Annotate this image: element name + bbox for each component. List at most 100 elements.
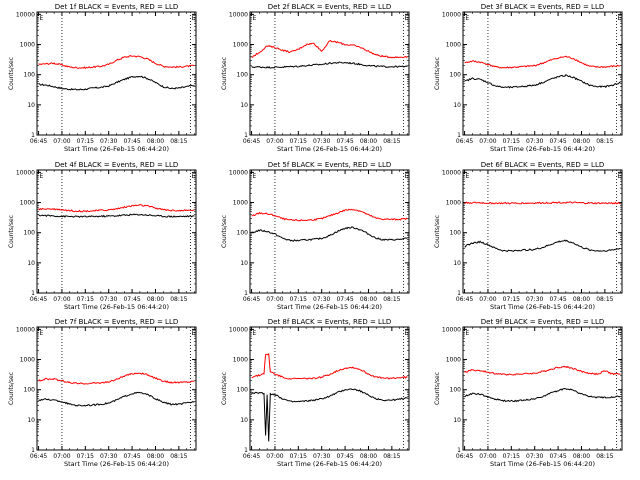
series-line-events (464, 74, 621, 89)
event-marker: E (40, 173, 44, 180)
panel-title: Det 9f BLACK = Events, RED = LLD (481, 318, 604, 326)
x-axis-label: Start Time (26-Feb-15 06:44:20) (277, 460, 382, 468)
series-line-lld (38, 204, 195, 213)
x-tick-label: 08:00 (360, 138, 377, 145)
y-tick-label: 10000 (442, 326, 461, 333)
plot-frame (36, 11, 197, 136)
x-tick-label: 07:15 (503, 138, 520, 145)
y-tick-label: 1 (244, 290, 248, 297)
y-tick-label: 1 (457, 290, 461, 297)
y-axis-label: Counts/sec (434, 57, 441, 90)
series-line-events (38, 391, 195, 407)
x-tick-label: 07:15 (77, 453, 94, 460)
panel-4: Det 4f BLACK = Events, RED = LLD 1 10 100 10… (8, 161, 197, 311)
y-tick-label: 1 (31, 290, 35, 297)
y-axis-label: Counts/sec (434, 372, 441, 405)
event-marker: E (405, 15, 409, 22)
x-tick-label: 07:15 (77, 296, 94, 303)
x-tick-label: 07:45 (549, 138, 566, 145)
panel-title: Det 4f BLACK = Events, RED = LLD (55, 161, 178, 169)
x-tick-label: 07:30 (313, 138, 330, 145)
event-marker: E (40, 15, 44, 22)
y-tick-label: 100 (450, 230, 462, 237)
x-tick-label: 06:45 (30, 296, 47, 303)
x-tick-label: 08:00 (360, 296, 377, 303)
panel-title: Det 7f BLACK = Events, RED = LLD (55, 318, 178, 326)
x-tick-label: 07:00 (53, 296, 70, 303)
x-tick-label: 06:45 (456, 296, 473, 303)
x-tick-label: 08:15 (170, 453, 187, 460)
y-axis-label: Counts/sec (8, 215, 15, 248)
event-marker: E (618, 15, 622, 22)
y-tick-label: 1000 (20, 357, 35, 364)
x-tick-label: 06:45 (30, 138, 47, 145)
series-line-events (38, 75, 195, 91)
series-line-events (38, 213, 195, 218)
plot-frame (249, 326, 410, 451)
x-axis-label: Start Time (26-Feb-15 06:44:20) (277, 145, 382, 153)
series-line-events (251, 226, 408, 242)
panel-5: Det 5f BLACK = Events, RED = LLD 1 10 100 10… (221, 161, 410, 311)
y-tick-label: 1000 (446, 42, 461, 49)
x-tick-label: 07:00 (479, 138, 496, 145)
series-line-lld (464, 365, 621, 376)
series-line-lld (464, 201, 621, 205)
y-tick-label: 100 (450, 72, 462, 79)
x-axis-label: Start Time (26-Feb-15 06:44:20) (490, 460, 595, 468)
event-marker: E (618, 330, 622, 337)
x-tick-label: 07:45 (123, 453, 140, 460)
panel-8: Det 8f BLACK = Events, RED = LLD 1 10 100 10… (221, 318, 410, 468)
x-axis-label: Start Time (26-Feb-15 06:44:20) (277, 303, 382, 311)
y-tick-label: 1000 (446, 357, 461, 364)
series-line-lld (38, 372, 195, 385)
event-marker: E (192, 173, 196, 180)
series-line-lld (251, 353, 408, 380)
series-line-lld (251, 208, 408, 222)
x-tick-label: 07:45 (123, 138, 140, 145)
y-axis-label: Counts/sec (434, 215, 441, 248)
x-tick-label: 08:15 (596, 453, 613, 460)
x-tick-label: 07:15 (290, 453, 307, 460)
plot-frame (462, 326, 623, 451)
x-tick-label: 07:15 (77, 138, 94, 145)
panel-6: Det 6f BLACK = Events, RED = LLD 1 10 100 10… (434, 161, 623, 311)
y-tick-label: 10000 (229, 169, 248, 176)
x-tick-label: 07:00 (479, 296, 496, 303)
event-marker: E (405, 173, 409, 180)
x-tick-label: 07:15 (503, 296, 520, 303)
x-tick-label: 07:30 (100, 453, 117, 460)
y-tick-label: 1 (244, 132, 248, 139)
event-marker: E (466, 330, 470, 337)
x-axis-label: Start Time (26-Feb-15 06:44:20) (64, 145, 169, 153)
x-tick-label: 08:00 (147, 453, 164, 460)
x-tick-label: 08:15 (383, 453, 400, 460)
x-tick-label: 08:00 (573, 296, 590, 303)
y-tick-label: 100 (450, 387, 462, 394)
event-marker: E (192, 15, 196, 22)
x-tick-label: 07:00 (266, 453, 283, 460)
x-tick-label: 08:15 (383, 138, 400, 145)
plot-frame (249, 11, 410, 136)
event-marker: E (253, 15, 257, 22)
x-tick-label: 08:15 (170, 138, 187, 145)
y-tick-label: 10 (453, 260, 461, 267)
x-tick-label: 07:15 (290, 138, 307, 145)
x-axis-label: Start Time (26-Feb-15 06:44:20) (64, 460, 169, 468)
plot-frame (36, 169, 197, 294)
y-tick-label: 100 (24, 230, 36, 237)
x-tick-label: 06:45 (243, 138, 260, 145)
x-tick-label: 07:30 (526, 138, 543, 145)
y-tick-label: 1000 (233, 200, 248, 207)
x-tick-label: 07:45 (336, 453, 353, 460)
x-tick-label: 08:15 (170, 296, 187, 303)
y-tick-label: 1 (31, 447, 35, 454)
plot-frame (462, 11, 623, 136)
x-tick-label: 08:15 (596, 138, 613, 145)
event-marker: E (253, 173, 257, 180)
series-line-events (251, 61, 408, 69)
series-line-lld (464, 55, 621, 69)
y-axis-label: Counts/sec (8, 372, 15, 405)
y-tick-label: 10 (27, 102, 35, 109)
event-marker: E (405, 330, 409, 337)
